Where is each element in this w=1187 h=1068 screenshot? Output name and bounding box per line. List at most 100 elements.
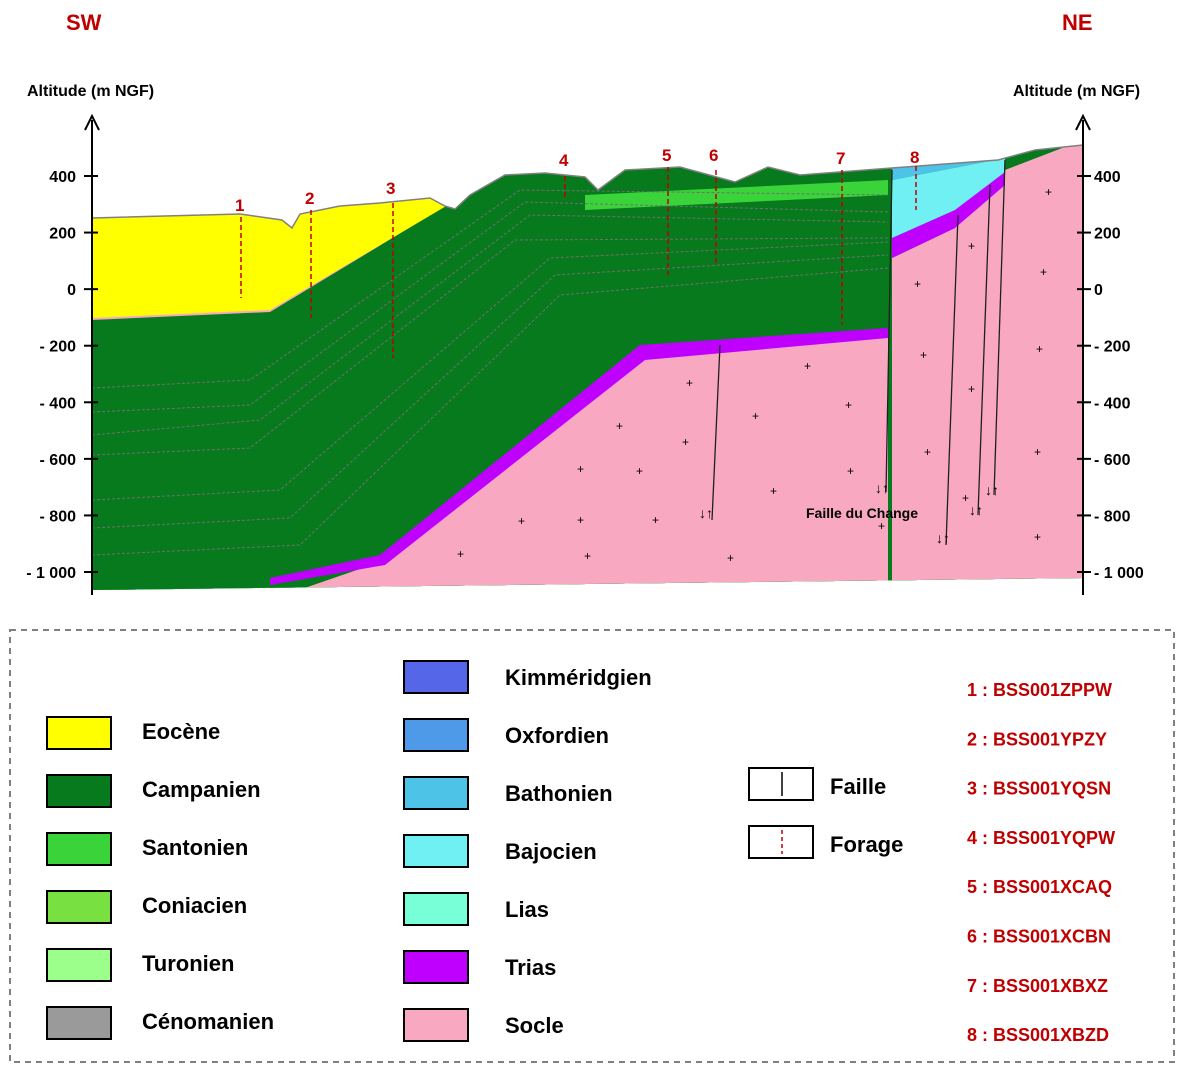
legend-label: Bajocien [505, 839, 597, 864]
legend-label: Lias [505, 897, 549, 922]
borehole-number: 7 [836, 149, 845, 168]
legend-label: Forage [830, 832, 903, 857]
left-tick-label: - 200 [40, 339, 77, 356]
left-tick-label: - 600 [40, 452, 77, 469]
legend-swatch [403, 1008, 469, 1042]
santonien-east [585, 180, 888, 210]
svg-text:+: + [616, 419, 623, 433]
legend-swatch [403, 776, 469, 810]
legend-swatch [403, 718, 469, 752]
svg-text:+: + [584, 549, 591, 563]
svg-text:+: + [752, 409, 759, 423]
legend-label: Trias [505, 955, 556, 980]
borehole-reference: 2 : BSS001YPZY [967, 729, 1107, 749]
borehole-number: 5 [662, 146, 671, 165]
left-tick-label: 400 [49, 169, 76, 186]
borehole-number: 1 [235, 196, 244, 215]
boreholes: 1 2 3 4 5 6 7 8 [235, 146, 919, 358]
right-tick-label: 0 [1094, 282, 1103, 299]
legend-label: Santonien [142, 835, 248, 860]
right-tick-label: 400 [1094, 169, 1121, 186]
socle-east [892, 145, 1083, 590]
legend-swatch [46, 890, 112, 924]
legend-swatch [46, 716, 112, 750]
svg-text:+: + [845, 398, 852, 412]
svg-text:+: + [968, 239, 975, 253]
left-tick-label: - 1 000 [26, 565, 76, 582]
legend-frame [9, 629, 1175, 1063]
legend-label: Coniacien [142, 893, 247, 918]
right-tick-label: - 400 [1094, 395, 1131, 412]
legend-label: Socle [505, 1013, 564, 1038]
svg-text:+: + [968, 382, 975, 396]
legend-swatch [403, 892, 469, 926]
legend-symbol-box [748, 825, 814, 859]
legend-label: Oxfordien [505, 723, 609, 748]
svg-text:+: + [770, 484, 777, 498]
svg-text:+: + [847, 464, 854, 478]
right-tick-label: - 800 [1094, 508, 1131, 525]
svg-text:↓↑: ↓↑ [875, 480, 889, 496]
topographic-surface [91, 144, 1084, 230]
svg-text:↓↑: ↓↑ [936, 530, 950, 546]
svg-text:↓↑: ↓↑ [699, 505, 713, 521]
svg-text:+: + [636, 464, 643, 478]
fault-line [993, 159, 1006, 496]
left-tick-label: 0 [67, 282, 76, 299]
fault-line [977, 184, 991, 516]
left-tick-label: - 800 [40, 508, 77, 525]
right-tick-label: - 600 [1094, 452, 1131, 469]
svg-text:+: + [1045, 185, 1052, 199]
svg-text:↓↑: ↓↑ [985, 482, 999, 498]
svg-text:+: + [686, 376, 693, 390]
direction-sw: SW [66, 10, 102, 35]
legend-swatch [403, 950, 469, 984]
legend-symbol-box [748, 767, 814, 801]
borehole-reference: 7 : BSS001XBXZ [967, 976, 1108, 996]
fault-line [711, 344, 721, 521]
basement-crosses: + + + + + + + + + + + + + + + + + + + + + + + + + + + + [457, 185, 1052, 565]
borehole-reference: 6 : BSS001XCBN [967, 927, 1111, 947]
svg-text:+: + [804, 359, 811, 373]
legend-label: Bathonien [505, 781, 613, 806]
legend-label: Faille [830, 774, 886, 799]
trias-east [892, 165, 1005, 258]
legend-swatch [46, 832, 112, 866]
borehole-reference: 4 : BSS001YQPW [967, 828, 1115, 848]
svg-text:+: + [924, 445, 931, 459]
legend-swatch [403, 834, 469, 868]
svg-text:+: + [518, 514, 525, 528]
svg-text:+: + [727, 551, 734, 565]
legend-swatch [46, 774, 112, 808]
borehole-number: 2 [305, 189, 314, 208]
svg-text:+: + [1034, 530, 1041, 544]
right-axis-title: Altitude (m NGF) [1013, 83, 1140, 100]
svg-text:+: + [920, 348, 927, 362]
borehole-reference: 1 : BSS001ZPPW [967, 680, 1112, 700]
legend-swatch [46, 948, 112, 982]
borehole-reference: 3 : BSS001YQSN [967, 779, 1111, 799]
borehole-number: 8 [910, 148, 919, 167]
direction-ne: NE [1062, 10, 1093, 35]
borehole-number: 3 [386, 179, 395, 198]
faults [711, 159, 1006, 546]
legend-swatch [46, 1006, 112, 1040]
trias-west [270, 328, 888, 585]
svg-text:+: + [914, 277, 921, 291]
legend: Eocène Campanien Santonien Coniacien Turonie… [46, 660, 1115, 1045]
svg-text:+: + [878, 519, 885, 533]
legend-label: Kimméridgien [505, 665, 652, 690]
left-tick-label: - 400 [40, 395, 77, 412]
borehole-reference: 8 : BSS001XBZD [967, 1025, 1109, 1045]
borehole-reference: 5 : BSS001XCAQ [967, 877, 1112, 897]
fault-label: Faille du Change [806, 505, 918, 521]
svg-text:+: + [1040, 265, 1047, 279]
right-tick-label: 200 [1094, 226, 1121, 243]
left-axis-title: Altitude (m NGF) [27, 83, 154, 100]
borehole-number: 6 [709, 146, 718, 165]
layer-contacts [91, 189, 889, 556]
fault-line [945, 214, 959, 546]
fault-arrows: ↓↑ ↓↑ ↓↑ ↓↑ ↓↑ [699, 480, 999, 546]
svg-text:+: + [457, 547, 464, 561]
left-tick-label: 200 [49, 226, 76, 243]
